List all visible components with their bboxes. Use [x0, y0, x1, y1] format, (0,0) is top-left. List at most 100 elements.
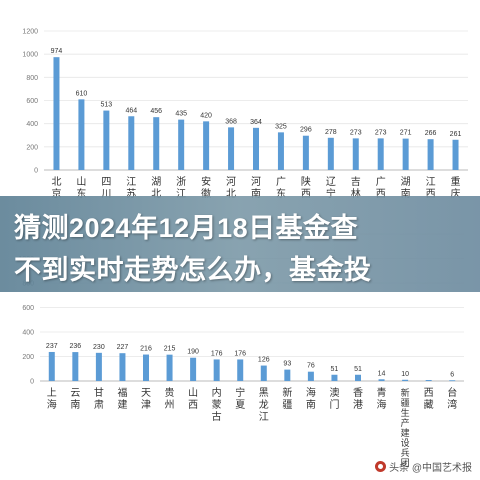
bar	[213, 359, 220, 381]
bar	[377, 138, 384, 170]
data-label: 296	[300, 127, 312, 134]
x-category-label: 黑龙江	[259, 387, 269, 423]
watermark: 头条 @中国艺术报	[375, 459, 472, 474]
bar	[48, 351, 55, 381]
y-tick-label: 1000	[22, 52, 38, 59]
x-category-label: 山西	[188, 387, 198, 411]
x-category-label: 新疆	[282, 386, 292, 411]
bar	[72, 352, 79, 381]
x-category-label: 内蒙古	[212, 386, 222, 423]
y-tick-label: 600	[26, 98, 38, 105]
bar	[260, 365, 267, 381]
data-label: 513	[101, 102, 113, 109]
bar	[302, 135, 309, 170]
overlay-title-line-1: 猜测2024年12月18日基金查	[14, 213, 359, 243]
bar	[449, 380, 456, 382]
data-label: 271	[400, 130, 412, 137]
bar	[352, 138, 359, 170]
y-tick-label: 800	[26, 75, 38, 82]
bar	[153, 117, 160, 170]
x-category-label: 福建	[117, 386, 127, 411]
x-category-label: 青海	[377, 386, 387, 411]
data-label: 278	[325, 129, 337, 136]
bar	[95, 352, 102, 381]
x-category-label: 西藏	[424, 388, 434, 411]
x-category-label: 北京	[51, 176, 61, 200]
data-label: 236	[69, 343, 81, 350]
x-category-label: 湖南	[401, 176, 411, 200]
title-overlay-banner: 猜测2024年12月18日基金查 不到实时走势怎么办，基金投	[0, 196, 480, 292]
data-label: 190	[187, 349, 199, 356]
bar	[427, 139, 434, 170]
bar	[307, 371, 314, 381]
x-category-label: 安徽	[201, 175, 211, 200]
bar	[103, 110, 110, 170]
data-label: 610	[76, 90, 88, 97]
data-label: 93	[283, 361, 291, 368]
data-label: 176	[211, 350, 223, 357]
bar	[327, 137, 334, 170]
data-label: 435	[175, 111, 187, 118]
y-tick-label: 0	[30, 379, 34, 386]
x-category-label: 云南	[70, 388, 80, 411]
bar	[355, 374, 361, 381]
data-label: 6	[450, 371, 454, 378]
bar	[425, 380, 432, 381]
y-tick-label: 200	[22, 354, 34, 361]
y-tick-label: 600	[22, 305, 34, 312]
y-tick-label: 1200	[22, 29, 38, 36]
x-category-label: 天津	[141, 388, 151, 411]
bar	[452, 139, 459, 170]
bar	[277, 132, 284, 170]
x-category-label: 山东	[76, 176, 86, 200]
bar	[378, 379, 385, 381]
x-category-label: 广西	[376, 176, 386, 200]
y-tick-label: 200	[26, 144, 38, 151]
x-category-label: 上海	[47, 387, 57, 411]
overlay-title-line-2: 不到实时走势怎么办，基金投	[14, 255, 372, 285]
data-label: 14	[378, 370, 386, 377]
data-label: 266	[425, 130, 437, 137]
data-label: 464	[125, 107, 137, 114]
data-label: 974	[51, 48, 63, 55]
data-label: 176	[234, 350, 246, 357]
x-category-label: 江苏	[126, 176, 136, 200]
data-label: 325	[275, 123, 287, 130]
x-category-label: 甘肃	[94, 386, 104, 411]
data-label: 420	[200, 112, 212, 119]
data-label: 126	[258, 357, 270, 364]
bar	[331, 374, 338, 381]
bar	[143, 354, 149, 381]
bar	[203, 121, 210, 170]
data-label: 364	[250, 119, 262, 126]
x-category-label: 湖北	[151, 176, 161, 200]
bar	[78, 99, 85, 170]
x-category-label: 浙江	[176, 176, 186, 200]
bar	[190, 357, 197, 381]
bar	[237, 359, 244, 381]
data-label: 261	[450, 131, 462, 138]
x-category-label: 香港	[353, 387, 363, 411]
data-label: 10	[401, 371, 409, 378]
bar	[166, 354, 173, 381]
bar	[253, 127, 259, 170]
data-label: 368	[225, 118, 237, 125]
y-tick-label: 0	[34, 168, 38, 175]
x-category-label: 吉林	[351, 176, 361, 200]
x-category-label: 四川	[101, 177, 111, 200]
x-category-label: 海南	[306, 386, 316, 411]
x-category-label: 陕西	[301, 175, 311, 200]
x-category-label: 台湾	[447, 386, 457, 411]
watermark-logo-icon	[375, 461, 387, 472]
y-tick-label: 400	[26, 121, 38, 128]
x-category-label: 河南	[251, 176, 261, 200]
data-label: 227	[117, 344, 129, 351]
y-tick-label: 400	[22, 330, 34, 337]
bar	[53, 57, 60, 171]
bar	[178, 119, 185, 170]
bar	[284, 369, 291, 381]
x-category-label: 澳门	[329, 386, 339, 411]
bar	[228, 127, 235, 170]
data-label: 237	[46, 343, 58, 350]
